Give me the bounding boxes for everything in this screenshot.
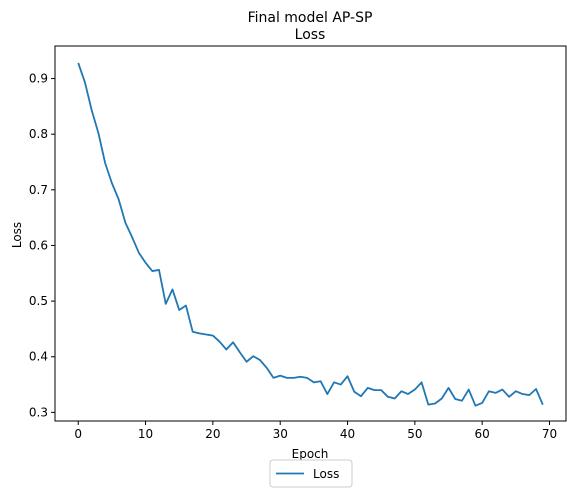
chart-subtitle: Loss xyxy=(295,27,326,43)
plot-area: 0 10 20 30 40 50 60 70 0.3 0.4 0.5 0.6 0.7 0.8 0.9 xyxy=(29,45,567,441)
y-tick-label: 0.6 xyxy=(29,238,48,252)
legend-box xyxy=(269,459,353,488)
legend-label-loss: Loss xyxy=(313,467,339,481)
y-axis-label: Loss xyxy=(10,222,24,248)
x-tick-label: 0 xyxy=(74,427,82,441)
y-tick-label: 0.8 xyxy=(29,127,48,141)
x-tick-label: 70 xyxy=(542,427,557,441)
x-tick-label: 40 xyxy=(340,427,355,441)
y-tick-label: 0.9 xyxy=(29,72,48,86)
y-tick-label: 0.3 xyxy=(29,405,48,419)
x-tick-label: 10 xyxy=(138,427,153,441)
legend: Loss xyxy=(269,459,353,488)
y-tick-label: 0.7 xyxy=(29,183,48,197)
x-tick-label: 30 xyxy=(273,427,288,441)
x-tick-label: 20 xyxy=(205,427,220,441)
x-axis-label: Epoch xyxy=(292,447,329,461)
x-tick-label: 50 xyxy=(407,427,422,441)
y-tick-label: 0.4 xyxy=(29,350,48,364)
series-line-loss xyxy=(77,62,544,407)
chart-title: Final model AP-SP xyxy=(248,10,373,26)
x-tick-label: 60 xyxy=(475,427,490,441)
y-tick-label: 0.5 xyxy=(29,294,48,308)
axes-frame xyxy=(54,45,567,422)
